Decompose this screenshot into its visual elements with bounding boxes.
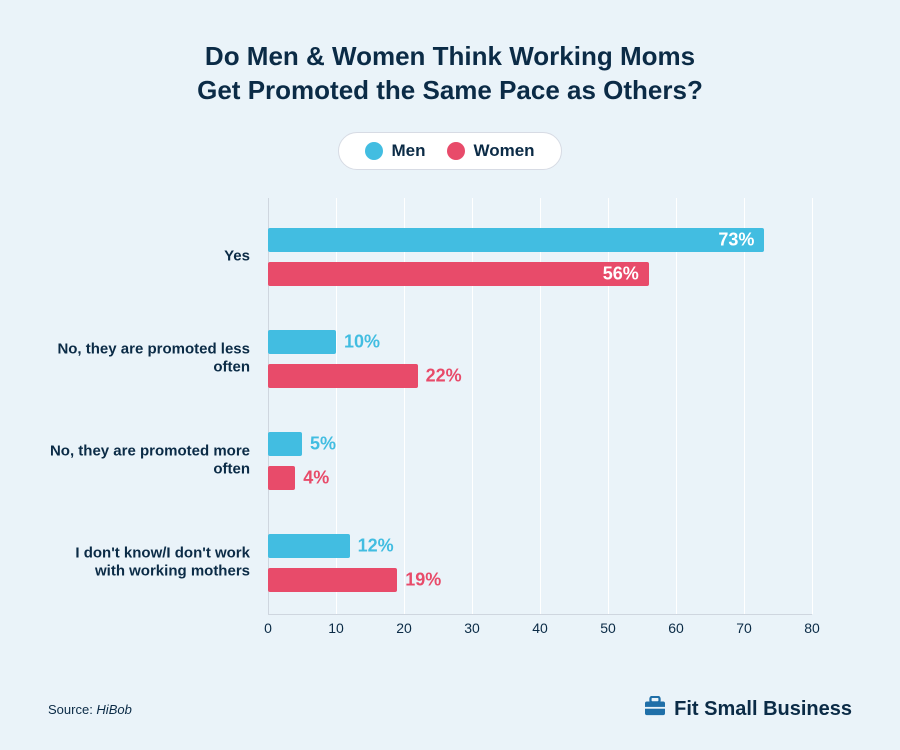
- bar-row-men: 10%: [268, 330, 812, 354]
- plot-area: Yes73%56%No, they are promoted less ofte…: [268, 198, 812, 638]
- bar-women: [268, 364, 418, 388]
- x-tick: 70: [736, 620, 752, 636]
- gridline: [812, 198, 813, 614]
- source-name: HiBob: [96, 702, 131, 717]
- legend-swatch-women: [447, 142, 465, 160]
- bar-value-label: 19%: [405, 569, 441, 590]
- bar-men: [268, 534, 350, 558]
- bar-value-label: 73%: [718, 229, 754, 250]
- bar-men: [268, 228, 764, 252]
- x-tick: 60: [668, 620, 684, 636]
- bar-value-label: 4%: [303, 467, 329, 488]
- category-label: No, they are promoted less often: [48, 340, 268, 378]
- category-group: I don't know/I don't work with working m…: [268, 534, 812, 592]
- category-group: No, they are promoted less often10%22%: [268, 330, 812, 388]
- legend: Men Women: [338, 132, 561, 170]
- brand-name: Fit Small Business: [674, 698, 852, 721]
- legend-label-men: Men: [391, 141, 425, 161]
- source-prefix: Source:: [48, 702, 96, 717]
- chart-title: Do Men & Women Think Working Moms Get Pr…: [48, 40, 852, 108]
- category-label: No, they are promoted more often: [48, 442, 268, 480]
- legend-label-women: Women: [473, 141, 534, 161]
- category-label: I don't know/I don't work with working m…: [48, 544, 268, 582]
- bar-row-women: 56%: [268, 262, 812, 286]
- bar-value-label: 10%: [344, 331, 380, 352]
- legend-item-women: Women: [447, 141, 534, 161]
- bar-value-label: 22%: [426, 365, 462, 386]
- x-tick: 30: [464, 620, 480, 636]
- briefcase-icon: [644, 696, 666, 722]
- x-tick: 10: [328, 620, 344, 636]
- bar-row-women: 19%: [268, 568, 812, 592]
- bar-value-label: 12%: [358, 535, 394, 556]
- chart-container: Do Men & Women Think Working Moms Get Pr…: [0, 0, 900, 750]
- bar-men: [268, 432, 302, 456]
- legend-swatch-men: [365, 142, 383, 160]
- footer: Source: HiBob Fit Small Business: [48, 696, 852, 722]
- x-tick: 40: [532, 620, 548, 636]
- legend-item-men: Men: [365, 141, 425, 161]
- title-line-2: Get Promoted the Same Pace as Others?: [197, 75, 703, 105]
- bar-row-women: 22%: [268, 364, 812, 388]
- category-group: Yes73%56%: [268, 228, 812, 286]
- bar-groups: Yes73%56%No, they are promoted less ofte…: [268, 198, 812, 614]
- bar-row-men: 5%: [268, 432, 812, 456]
- bar-row-men: 73%: [268, 228, 812, 252]
- bar-value-label: 56%: [603, 263, 639, 284]
- x-tick: 50: [600, 620, 616, 636]
- x-axis-line: [268, 614, 812, 615]
- title-line-1: Do Men & Women Think Working Moms: [205, 41, 695, 71]
- category-group: No, they are promoted more often5%4%: [268, 432, 812, 490]
- bar-value-label: 5%: [310, 433, 336, 454]
- bar-row-women: 4%: [268, 466, 812, 490]
- category-label: Yes: [48, 247, 268, 266]
- bar-row-men: 12%: [268, 534, 812, 558]
- bar-men: [268, 330, 336, 354]
- brand-logo: Fit Small Business: [644, 696, 852, 722]
- bar-women: [268, 568, 397, 592]
- x-tick: 20: [396, 620, 412, 636]
- bar-women: [268, 466, 295, 490]
- bar-women: [268, 262, 649, 286]
- source-attribution: Source: HiBob: [48, 702, 132, 717]
- x-tick: 0: [264, 620, 272, 636]
- x-tick: 80: [804, 620, 820, 636]
